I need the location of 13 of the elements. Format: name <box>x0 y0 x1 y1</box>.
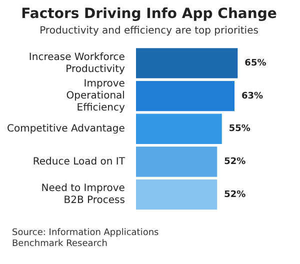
y-tick-label: Reduce Load on IT <box>32 156 126 168</box>
data-label: 52% <box>224 157 246 168</box>
source-note: Source: Information Applications Benchmark Research <box>12 228 160 250</box>
y-tick-label: Need to Improve B2B Process <box>41 183 125 206</box>
y-tick-label: Increase Workforce Productivity <box>28 52 125 75</box>
y-tick-label: Competitive Advantage <box>6 123 125 134</box>
data-label: 55% <box>228 124 250 134</box>
y-tick-label: Improve Operational Efficiency <box>66 78 126 114</box>
data-label: 65% <box>244 58 266 69</box>
chart-subtitle: Productivity and efficiency are top priorities <box>40 25 258 36</box>
data-label: 63% <box>242 91 264 102</box>
data-label: 52% <box>224 190 246 200</box>
chart-title: Factors Driving Info App Change <box>21 6 277 22</box>
